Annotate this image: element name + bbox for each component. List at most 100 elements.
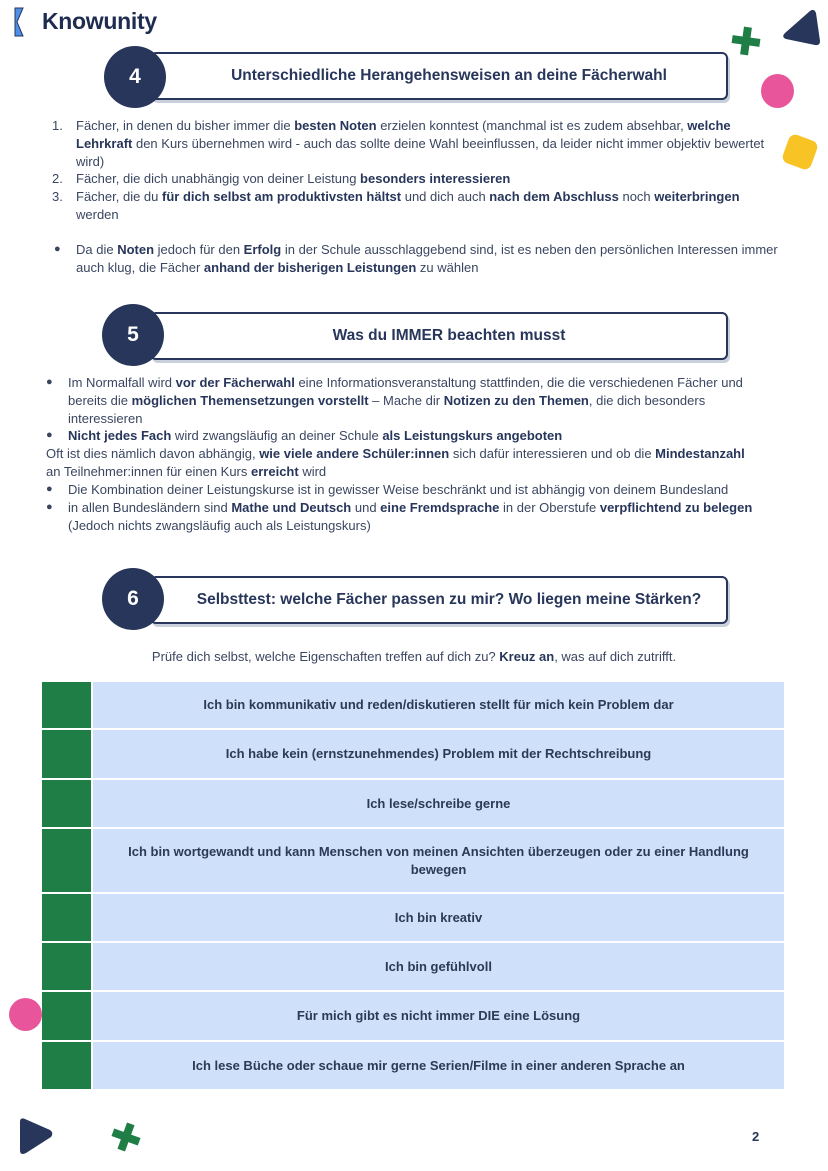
text: Fächer, in denen du bisher immer die bbox=[76, 118, 295, 133]
text: Fächer, die du bbox=[76, 189, 162, 205]
list-number: 1. bbox=[52, 118, 63, 133]
rich-text: Nicht jedes Fach wird zwangsläufig an de… bbox=[68, 428, 562, 443]
text: noch bbox=[618, 189, 655, 205]
checklist-row: Ich lese Büche oder schaue mir gerne Ser… bbox=[42, 1042, 784, 1089]
list-item: ● in allen Bundesländern sind Mathe und … bbox=[46, 499, 780, 535]
text: wird bbox=[298, 463, 327, 479]
text: den Kurs übernehmen wird - auch das soll… bbox=[76, 135, 765, 169]
knowunity-logo-icon bbox=[14, 7, 24, 37]
bullet-icon: ● bbox=[46, 376, 53, 388]
bold-text: eine Fremdsprache bbox=[380, 499, 500, 515]
rich-text: Fächer, die dich unabhängig von deiner L… bbox=[76, 171, 510, 186]
always-note-list-2: ● Die Kombination deiner Leistungskurse i… bbox=[46, 481, 780, 535]
checklist-statement: Ich bin wortgewandt und kann Menschen vo… bbox=[93, 829, 784, 892]
bold-text: möglichen Themensetzungen vorstellt bbox=[131, 392, 369, 408]
bold-text: weiterbringen bbox=[654, 189, 740, 205]
self-test-intro: Prüfe dich selbst, welche Eigenschaften … bbox=[0, 649, 828, 664]
text: Oft ist dies nämlich davon abhängig, bbox=[46, 446, 260, 461]
text: jedoch für den bbox=[154, 242, 244, 257]
rich-text: Fächer, die du für dich selbst am produk… bbox=[76, 189, 740, 222]
section-4-header: Unterschiedliche Herangehensweisen an de… bbox=[150, 52, 728, 100]
text: Fächer, die dich unabhängig von deiner L… bbox=[76, 171, 361, 187]
bold-text: besonders interessieren bbox=[360, 171, 511, 187]
checkbox[interactable] bbox=[42, 780, 91, 827]
bold-text: Mindestanzahl bbox=[655, 446, 745, 461]
bold-text: Erfolg bbox=[243, 242, 282, 257]
text: und bbox=[351, 499, 381, 515]
approaches-list: 1. Fächer, in denen du bisher immer die b… bbox=[52, 117, 776, 224]
bold-text: vor der Fächerwahl bbox=[175, 375, 295, 390]
section-number-badge: 4 bbox=[104, 46, 166, 108]
bullet-icon: ● bbox=[46, 483, 53, 495]
checklist-statement: Ich bin kreativ bbox=[93, 894, 784, 941]
checkbox[interactable] bbox=[42, 943, 91, 990]
self-test-checklist: Ich bin kommunikativ und reden/diskutier… bbox=[42, 682, 784, 1091]
text: sich dafür interessieren und ob die bbox=[449, 446, 656, 461]
rich-text: in allen Bundesländern sind Mathe und De… bbox=[68, 500, 752, 533]
text: in der Oberstufe bbox=[499, 499, 600, 515]
checklist-statement: Ich lese Büche oder schaue mir gerne Ser… bbox=[93, 1042, 784, 1089]
grades-note-list: ● Da die Noten jedoch für den Erfolg in d… bbox=[54, 241, 784, 277]
checklist-row: Ich habe kein (ernstzunehmendes) Problem… bbox=[42, 730, 784, 778]
section-number-badge: 5 bbox=[102, 304, 164, 366]
list-number: 2. bbox=[52, 171, 63, 187]
rich-text: Im Normalfall wird vor der Fächerwahl ei… bbox=[68, 375, 743, 426]
checkbox[interactable] bbox=[42, 730, 91, 778]
rich-text: Da die Noten jedoch für den Erfolg in de… bbox=[76, 242, 778, 275]
bold-text: wie viele andere Schüler:innen bbox=[259, 446, 450, 461]
paragraph: Oft ist dies nämlich davon abhängig, wie… bbox=[46, 445, 746, 481]
checklist-statement: Ich lese/schreibe gerne bbox=[93, 780, 784, 827]
bullet-icon: ● bbox=[54, 243, 61, 255]
text: an Teilnehmer:innen für einen Kurs bbox=[46, 463, 251, 479]
text: Da die bbox=[76, 242, 118, 257]
list-item: 2. Fächer, die dich unabhängig von deiner… bbox=[52, 170, 776, 188]
checklist-row: Für mich gibt es nicht immer DIE eine Lö… bbox=[42, 992, 784, 1040]
list-item: 1. Fächer, in denen du bisher immer die b… bbox=[52, 117, 776, 170]
text: eine Informationsveranstaltung stattfind… bbox=[68, 375, 743, 408]
always-note-list: ● Im Normalfall wird vor der Fächerwahl e… bbox=[46, 374, 780, 445]
text: , die dich besonders interessieren bbox=[68, 392, 706, 426]
page-number: 2 bbox=[752, 1129, 760, 1144]
bold-text: welche Lehrkraft bbox=[76, 118, 731, 151]
rich-text: Oft ist dies nämlich davon abhängig, wie… bbox=[46, 446, 745, 479]
pink-circle-icon bbox=[761, 74, 794, 108]
checkbox[interactable] bbox=[42, 682, 91, 728]
checklist-row: Ich bin gefühlvoll bbox=[42, 943, 784, 990]
section-6-header: Selbsttest: welche Fächer passen zu mir?… bbox=[150, 576, 728, 624]
checklist-statement: Für mich gibt es nicht immer DIE eine Lö… bbox=[93, 992, 784, 1040]
checkbox[interactable] bbox=[42, 829, 91, 892]
text: Die Kombination deiner Leistungskurse is… bbox=[68, 482, 729, 497]
text: zu wählen bbox=[416, 259, 479, 275]
checklist-row: Ich bin wortgewandt und kann Menschen vo… bbox=[42, 829, 784, 892]
checklist-row: Ich bin kreativ bbox=[42, 894, 784, 941]
checklist-statement: Ich bin kommunikativ und reden/diskutier… bbox=[93, 682, 784, 728]
text: (Jedoch nichts zwangsläufig auch als Lei… bbox=[68, 517, 371, 533]
bold-text: besten Noten bbox=[294, 118, 377, 133]
text: wird zwangsläufig an deiner Schule bbox=[171, 428, 383, 444]
bullet-icon: ● bbox=[46, 500, 53, 513]
checkbox[interactable] bbox=[42, 992, 91, 1040]
rich-text: Prüfe dich selbst, welche Eigenschaften … bbox=[152, 649, 676, 664]
checkbox[interactable] bbox=[42, 1042, 91, 1089]
section-5-header: Was du IMMER beachten musst bbox=[150, 312, 728, 360]
checkbox[interactable] bbox=[42, 894, 91, 941]
bold-text: erreicht bbox=[251, 463, 299, 479]
list-number: 3. bbox=[52, 189, 63, 205]
checklist-statement: Ich bin gefühlvoll bbox=[93, 943, 784, 990]
navy-triangle-icon bbox=[783, 9, 820, 46]
bold-text: Mathe und Deutsch bbox=[231, 499, 352, 515]
bold-text: Nicht jedes Fach bbox=[68, 428, 172, 444]
list-item: 3. Fächer, die du für dich selbst am prod… bbox=[52, 188, 776, 224]
bold-text: Kreuz an bbox=[499, 649, 555, 664]
text: werden bbox=[76, 206, 119, 222]
green-cross-icon bbox=[111, 1122, 141, 1152]
section-number-badge: 6 bbox=[102, 568, 164, 630]
list-item: ● Nicht jedes Fach wird zwangsläufig an d… bbox=[46, 427, 780, 445]
text: und dich auch bbox=[401, 189, 490, 205]
text: in der Schule ausschlaggebend sind, ist … bbox=[76, 242, 778, 275]
text: Prüfe dich selbst, welche Eigenschaften … bbox=[151, 649, 500, 664]
bold-text: Notizen zu den Themen bbox=[443, 392, 589, 408]
text: , was auf dich zutrifft. bbox=[554, 649, 677, 664]
pink-circle-icon bbox=[9, 998, 42, 1031]
bold-text: anhand der bisherigen Leistungen bbox=[203, 259, 417, 275]
